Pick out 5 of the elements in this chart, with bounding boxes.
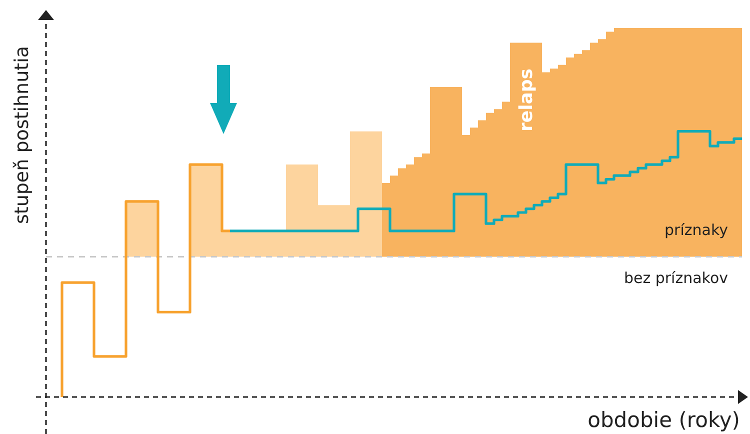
- y-axis-title: stupeň postihnutia: [11, 46, 33, 224]
- x-axis-title: obdobie (roky): [588, 408, 740, 432]
- annotation: bez príznakov: [624, 268, 728, 287]
- annotation: príznaky: [664, 220, 728, 239]
- annotation: relaps: [516, 68, 537, 132]
